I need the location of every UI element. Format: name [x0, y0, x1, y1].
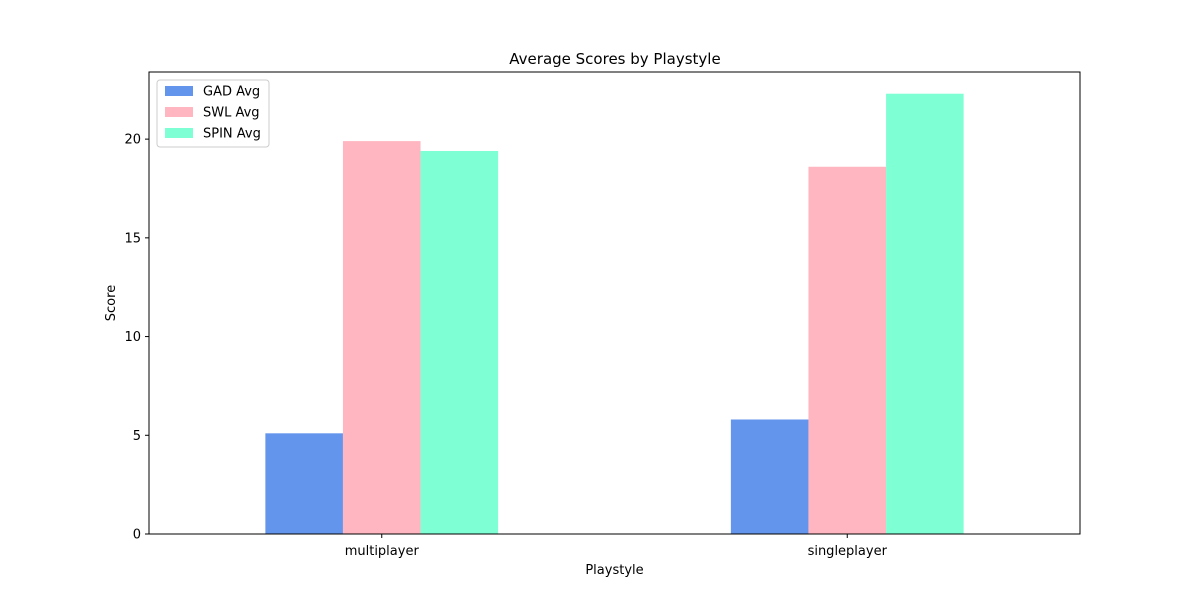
y-tick-label: 5: [133, 429, 141, 444]
y-tick-label: 15: [124, 231, 141, 246]
y-axis-label: Score: [104, 285, 119, 321]
legend-swatch-swl-avg: [165, 107, 193, 117]
y-tick-label: 10: [124, 330, 141, 345]
legend: GAD Avg SWL Avg SPIN Avg: [156, 79, 270, 148]
bar-spin-avg-multiplayer: [420, 150, 499, 534]
legend-label-swl-avg: SWL Avg: [203, 106, 260, 121]
y-tick-label: 0: [133, 528, 141, 543]
x-tick-label-multiplayer: multiplayer: [345, 544, 420, 559]
bars-layer: [265, 93, 964, 534]
bar-spin-avg-singleplayer: [886, 93, 964, 534]
y-tick-label: 20: [124, 133, 141, 148]
bar-gad-avg-multiplayer: [265, 433, 343, 534]
x-axis-ticks: multiplayer singleplayer: [345, 534, 888, 559]
legend-label-gad-avg: GAD Avg: [203, 85, 260, 100]
legend-swatch-spin-avg: [165, 128, 193, 138]
y-axis-ticks: 0 5 10 15 20: [124, 133, 149, 543]
bar-swl-avg-singleplayer: [808, 166, 887, 534]
legend-label-spin-avg: SPIN Avg: [203, 127, 261, 142]
bar-swl-avg-multiplayer: [342, 141, 421, 534]
bar-gad-avg-singleplayer: [730, 419, 809, 534]
chart-title: Average Scores by Playstyle: [509, 50, 720, 68]
plot-frame: [148, 71, 1081, 535]
x-tick-label-singleplayer: singleplayer: [808, 544, 888, 559]
x-axis-label: Playstyle: [585, 563, 643, 578]
legend-swatch-gad-avg: [165, 86, 193, 96]
